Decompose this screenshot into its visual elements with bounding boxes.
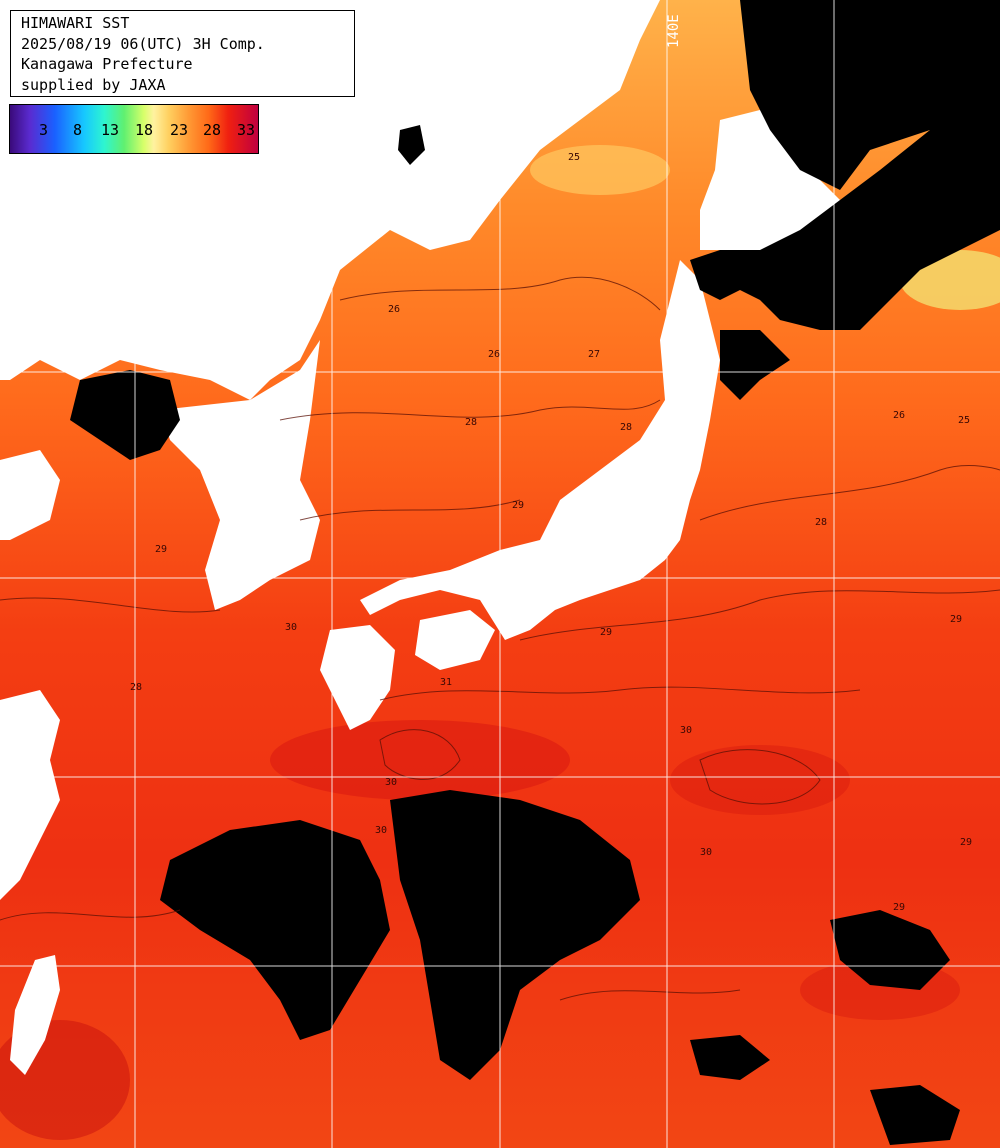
lat-label-40n: 40N [8, 352, 34, 368]
legend-tick: 8 [73, 121, 83, 139]
lon-label-140e: 140E [666, 14, 682, 48]
legend-tick-labels: 3 8 13 18 23 28 33 [10, 121, 258, 141]
contour-label: 26 [388, 304, 400, 315]
contour-lines [0, 276, 1000, 1001]
honshu [360, 260, 720, 640]
contour-label: 27 [588, 349, 600, 360]
title-line-2: 2025/08/19 06(UTC) 3H Comp. [21, 34, 265, 53]
hokkaido [700, 110, 960, 270]
lat-label-30n: 30N [18, 758, 44, 774]
cloud-mask [398, 125, 425, 165]
cloud-mask [720, 330, 790, 400]
contour-label: 29 [600, 627, 612, 638]
legend-tick: 23 [170, 121, 189, 139]
shikoku [415, 610, 495, 670]
contour-label: 29 [960, 837, 972, 848]
contour-label: 29 [893, 902, 905, 913]
contour-label: 25 [958, 415, 970, 426]
mainland-asia [0, 0, 660, 400]
contour-label: 29 [155, 544, 167, 555]
contour-label-group: 25 26 26 27 28 28 29 29 29 30 30 30 31 2… [130, 152, 972, 913]
contour-label: 30 [385, 777, 397, 788]
contour-label: 28 [130, 682, 142, 693]
title-line-4: supplied by JAXA [21, 75, 166, 94]
contour-label: 25 [568, 152, 580, 163]
cloud-mask [390, 790, 640, 1080]
warm-patch [670, 745, 850, 815]
color-scale-legend: 3 8 13 18 23 28 33 [9, 104, 259, 154]
title-box: HIMAWARI SST 2025/08/19 06(UTC) 3H Comp.… [10, 10, 355, 97]
warm-patch [270, 720, 570, 800]
cloud-mask [690, 1035, 770, 1080]
contour-label: 26 [488, 349, 500, 360]
title-line-1: HIMAWARI SST [21, 14, 130, 32]
contour-label: 28 [465, 417, 477, 428]
cool-patch [530, 145, 670, 195]
contour-label: 29 [950, 614, 962, 625]
contour-label: 28 [620, 422, 632, 433]
contour-label: 30 [375, 825, 387, 836]
title-line-3: Kanagawa Prefecture [21, 55, 193, 73]
kyushu [320, 625, 395, 730]
china-coast-south [0, 690, 60, 900]
contour-label: 30 [680, 725, 692, 736]
korean-peninsula [160, 340, 320, 610]
cloud-mask [70, 370, 180, 460]
contour-label: 31 [440, 677, 452, 688]
cloud-mask [870, 1085, 960, 1145]
contour-label: 30 [285, 622, 297, 633]
legend-tick: 33 [237, 121, 256, 139]
cloud-mask [690, 0, 1000, 330]
china-coast [0, 450, 60, 540]
legend-tick: 13 [101, 121, 120, 139]
legend-tick: 28 [203, 121, 222, 139]
contour-label: 26 [893, 410, 905, 421]
contour-label: 29 [512, 500, 524, 511]
legend-tick: 3 [39, 121, 49, 139]
contour-label: 30 [700, 847, 712, 858]
legend-tick: 18 [135, 121, 154, 139]
cloud-mask [830, 910, 950, 990]
contour-label: 28 [815, 517, 827, 528]
taiwan [10, 955, 60, 1075]
